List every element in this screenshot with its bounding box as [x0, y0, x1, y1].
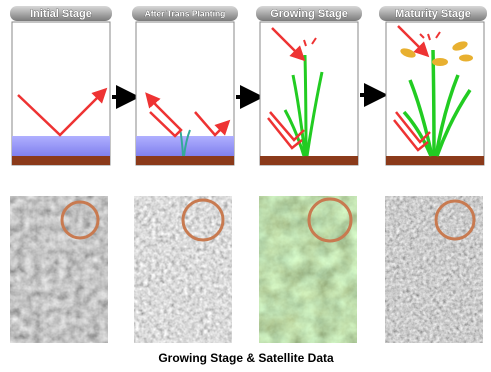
stage-label: After Trans Planting: [145, 8, 226, 18]
stage-labels: Initial Stage After Trans Planting Growi…: [10, 6, 487, 21]
caption: Growing Stage & Satellite Data: [158, 351, 334, 365]
satellite-images: [10, 196, 483, 343]
panel-growing: [260, 22, 358, 165]
panel-maturity: [386, 22, 484, 165]
panel-transplant: [136, 22, 234, 165]
stage-label: Maturity Stage: [395, 8, 471, 20]
diagram: Initial Stage After Trans Planting Growi…: [0, 0, 491, 372]
stage-label: Growing Stage: [270, 8, 348, 20]
stage-label: Initial Stage: [30, 8, 92, 20]
panel-initial: [12, 22, 110, 165]
satellite-image: [385, 196, 483, 343]
satellite-image: [10, 196, 108, 343]
